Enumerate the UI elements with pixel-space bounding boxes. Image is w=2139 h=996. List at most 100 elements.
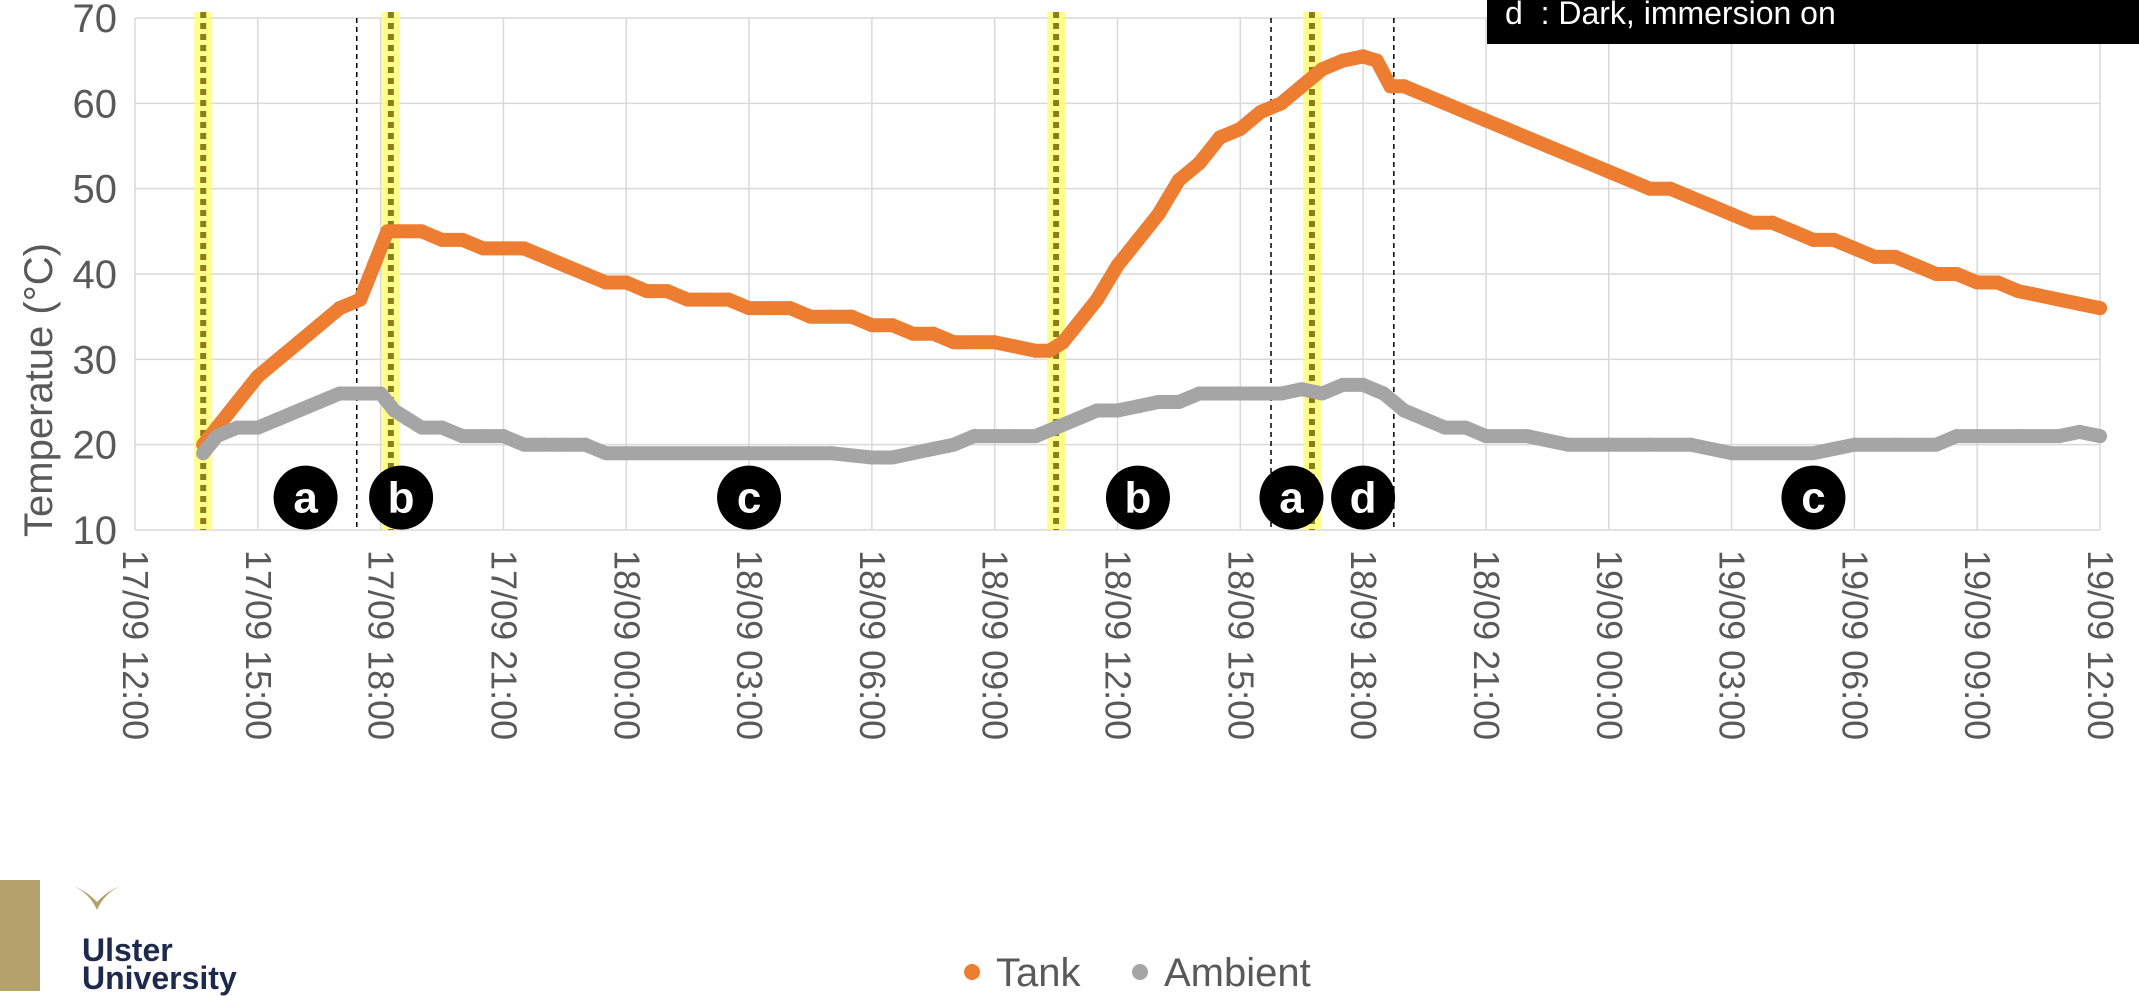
ambient-point xyxy=(1130,399,1145,414)
logo-line1: Ulster xyxy=(82,932,173,968)
tank-point xyxy=(1028,343,1043,358)
x-tick-label: 19/09 03:00 xyxy=(1712,550,1753,740)
ambient-point xyxy=(387,403,402,418)
x-tick-label: 17/09 15:00 xyxy=(238,550,279,740)
tank-point xyxy=(435,232,450,247)
tank-point xyxy=(1560,147,1575,162)
tank-point xyxy=(1417,87,1432,102)
tank-point xyxy=(1369,53,1384,68)
tank-point xyxy=(783,301,797,316)
tank-point xyxy=(619,275,634,290)
legend-marker-ambient xyxy=(1132,964,1148,980)
ambient-point xyxy=(1192,386,1207,401)
tank-point xyxy=(742,301,757,316)
tank-point xyxy=(1253,104,1268,119)
x-tick-label: 18/09 15:00 xyxy=(1220,550,1261,740)
tank-point xyxy=(721,292,736,307)
ambient-point xyxy=(1642,437,1657,452)
ambient-point xyxy=(1294,382,1309,397)
ambient-point xyxy=(823,446,838,461)
tank-point xyxy=(1765,215,1780,230)
tank-point xyxy=(400,224,415,239)
ambient-point xyxy=(1008,429,1023,444)
tank-point xyxy=(2072,296,2087,311)
tank-point xyxy=(557,258,572,273)
ambient-point xyxy=(291,403,306,418)
ambient-point xyxy=(1110,403,1125,418)
phase-marker-d xyxy=(1331,465,1396,530)
ambient-point xyxy=(1335,377,1350,392)
ambient-point xyxy=(1949,429,1964,444)
ambient-point xyxy=(475,429,490,444)
tank-point xyxy=(680,292,695,307)
ambient-point xyxy=(2072,424,2087,439)
ambient-point xyxy=(1274,386,1289,401)
logo-text: Ulster University xyxy=(82,932,237,994)
x-tick-label: 18/09 00:00 xyxy=(606,550,647,740)
ambient-point xyxy=(1888,437,1903,452)
tank-point xyxy=(864,318,879,333)
ambient-point xyxy=(926,441,941,456)
ambient-point xyxy=(1601,437,1616,452)
ambient-point xyxy=(701,446,716,461)
ambient-point xyxy=(905,446,920,461)
tank-point xyxy=(1785,224,1800,239)
ambient-point xyxy=(864,450,879,465)
tank-point xyxy=(230,395,245,409)
ambient-point xyxy=(1806,446,1821,461)
annotation-box: d : Dark, immersion on xyxy=(1487,0,2139,44)
x-tick-label: 17/09 18:00 xyxy=(361,550,402,740)
tank-point xyxy=(1233,121,1248,136)
phase-marker-label: d xyxy=(1350,474,1377,523)
ambient-point xyxy=(353,386,368,401)
legend-marker-tank xyxy=(964,964,980,980)
x-tick-label: 19/09 06:00 xyxy=(1834,550,1875,740)
tank-point xyxy=(1601,164,1616,179)
tank-point xyxy=(946,335,961,350)
y-tick-label: 50 xyxy=(73,168,118,212)
ambient-point xyxy=(1683,437,1698,452)
ambient-point xyxy=(1765,446,1780,461)
y-tick-label: 20 xyxy=(73,424,118,468)
tank-point xyxy=(2052,292,2067,307)
tank-point xyxy=(1008,339,1023,354)
tank-point xyxy=(537,249,552,264)
ambient-point xyxy=(1724,446,1739,461)
tank-point xyxy=(516,241,531,256)
tank-point xyxy=(762,301,777,316)
tank-point xyxy=(1383,79,1398,94)
ambient-point xyxy=(1090,403,1105,418)
ambient-point xyxy=(455,429,470,444)
ambient-point xyxy=(196,446,211,461)
ambient-point xyxy=(1315,386,1330,401)
x-tick-label: 19/09 12:00 xyxy=(2080,550,2121,740)
tank-point xyxy=(1908,258,1923,273)
ambient-point xyxy=(742,446,757,461)
ambient-point xyxy=(332,386,347,401)
y-tick-label: 60 xyxy=(73,82,118,126)
tank-point xyxy=(1069,318,1084,333)
ambient-point xyxy=(619,446,634,461)
phase-marker-a xyxy=(1259,465,1324,530)
x-tick-label: 18/09 03:00 xyxy=(729,550,770,740)
tank-point xyxy=(1397,79,1412,94)
ambient-point xyxy=(516,437,531,452)
ambient-point xyxy=(1458,420,1473,435)
tank-point xyxy=(496,241,511,256)
series-layer xyxy=(196,49,2107,465)
tank-point xyxy=(2093,301,2107,316)
legend: Tank Ambient xyxy=(964,951,1311,991)
tank-point xyxy=(1683,190,1698,205)
ambient-point xyxy=(578,437,593,452)
tank-point xyxy=(1315,62,1330,77)
tank-point xyxy=(1540,139,1555,153)
tank-point xyxy=(2031,288,2046,303)
phase-marker-b xyxy=(369,465,434,530)
logo-bar xyxy=(0,880,40,991)
tank-point xyxy=(1458,104,1473,119)
tank-point xyxy=(1970,275,1985,290)
legend-label-ambient: Ambient xyxy=(1164,951,1311,991)
tank-point xyxy=(660,284,675,299)
event-lines xyxy=(194,12,1395,530)
